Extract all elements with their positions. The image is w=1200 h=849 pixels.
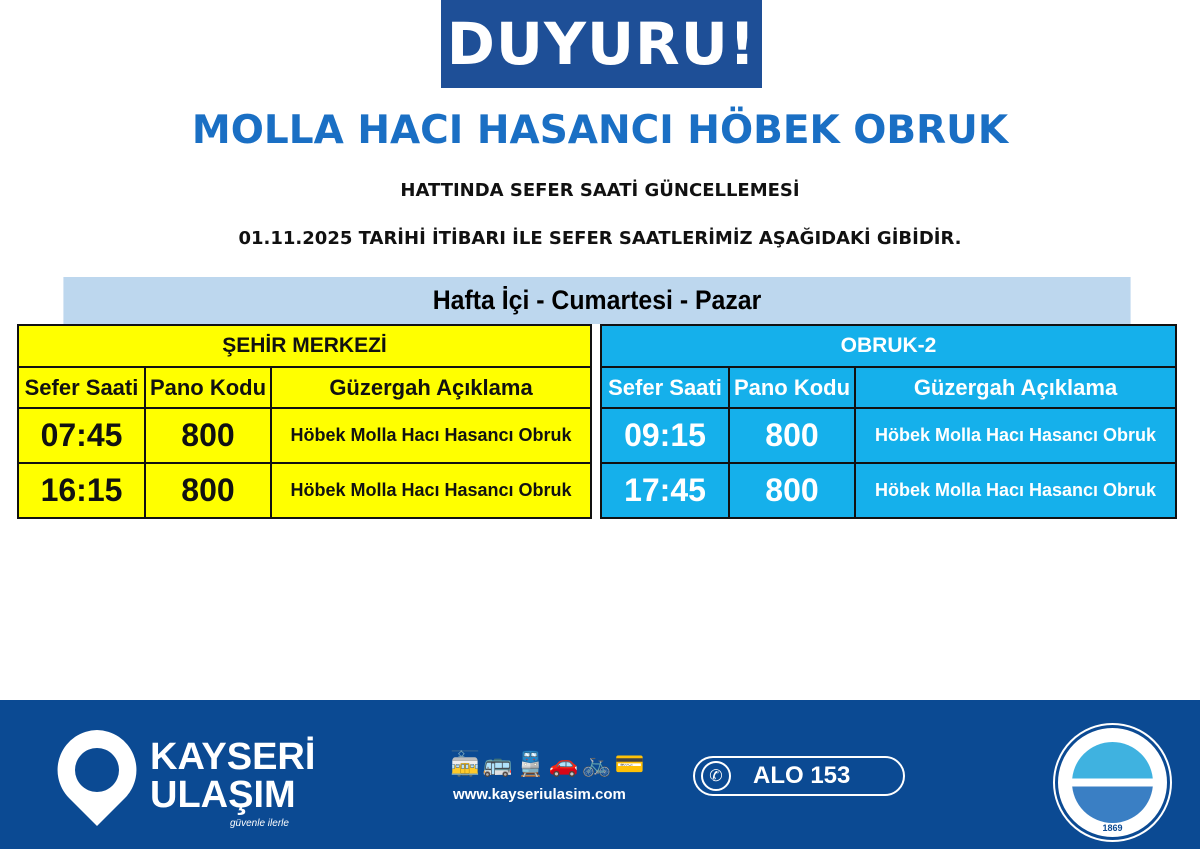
route-desc: Höbek Molla Hacı Hasancı Obruk	[270, 407, 592, 464]
table-title: OBRUK-2	[600, 324, 1177, 368]
schedule-table-obruk-2: OBRUK-2 Sefer Saati Pano Kodu Güzergah Açı…	[600, 324, 1177, 519]
municipality-seal-icon: 1869	[1053, 723, 1172, 842]
col-header: Pano Kodu	[728, 366, 856, 409]
col-header: Sefer Saati	[17, 366, 146, 409]
bus-icon: 🚌	[482, 751, 516, 778]
departure-time: 09:15	[600, 407, 730, 464]
slogan: güvenle ilerle	[230, 818, 289, 829]
hotline-badge[interactable]: ✆ ALO 153	[693, 756, 905, 796]
footer: KAYSERİ ULAŞIM güvenle ilerle 🚋🚌🚆🚗🚲💳 www.…	[0, 700, 1200, 849]
kayseri-ulasim-logo-icon	[57, 730, 137, 826]
phone-icon: ✆	[701, 761, 731, 791]
col-header: Güzergah Açıklama	[270, 366, 592, 409]
rail-icon: 🚆	[515, 751, 549, 778]
announcement-banner: DUYURU!	[441, 0, 762, 88]
table-row: 09:15 800 Höbek Molla Hacı Hasancı Obruk	[600, 407, 1177, 464]
pano-code: 800	[144, 462, 272, 519]
transport-icons: 🚋🚌🚆🚗🚲💳	[450, 750, 647, 779]
departure-time: 17:45	[600, 462, 730, 519]
website-link[interactable]: www.kayseriulasim.com	[453, 786, 626, 803]
col-header: Sefer Saati	[600, 366, 730, 409]
table-row: 17:45 800 Höbek Molla Hacı Hasancı Obruk	[600, 462, 1177, 519]
notice: 01.11.2025 TARİHİ İTİBARI İLE SEFER SAAT…	[238, 228, 962, 249]
subtitle: HATTINDA SEFER SAATİ GÜNCELLEMESİ	[400, 180, 800, 201]
col-header: Pano Kodu	[144, 366, 272, 409]
tram-icon: 🚋	[450, 751, 483, 778]
departure-time: 16:15	[17, 462, 146, 519]
bicycle-icon: 🚲	[581, 751, 615, 778]
page-title: MOLLA HACI HASANCI HÖBEK OBRUK	[191, 108, 1009, 153]
pano-code: 800	[728, 407, 856, 464]
days-header: Hafta İçi - Cumartesi - Pazar	[63, 277, 1131, 324]
table-row: 16:15 800 Höbek Molla Hacı Hasancı Obruk	[17, 462, 592, 519]
parking-car-icon: 🚗	[548, 751, 582, 778]
route-desc: Höbek Molla Hacı Hasancı Obruk	[854, 407, 1177, 464]
col-header: Güzergah Açıklama	[854, 366, 1177, 409]
card-icon: 💳	[614, 751, 648, 778]
pano-code: 800	[728, 462, 856, 519]
departure-time: 07:45	[17, 407, 146, 464]
table-row: 07:45 800 Höbek Molla Hacı Hasancı Obruk	[17, 407, 592, 464]
brand-name: KAYSERİ ULAŞIM	[150, 736, 316, 816]
table-title: ŞEHİR MERKEZİ	[17, 324, 592, 368]
route-desc: Höbek Molla Hacı Hasancı Obruk	[854, 462, 1177, 519]
schedule-table-sehir-merkezi: ŞEHİR MERKEZİ Sefer Saati Pano Kodu Güzerg…	[17, 324, 592, 519]
pano-code: 800	[144, 407, 272, 464]
route-desc: Höbek Molla Hacı Hasancı Obruk	[270, 462, 592, 519]
